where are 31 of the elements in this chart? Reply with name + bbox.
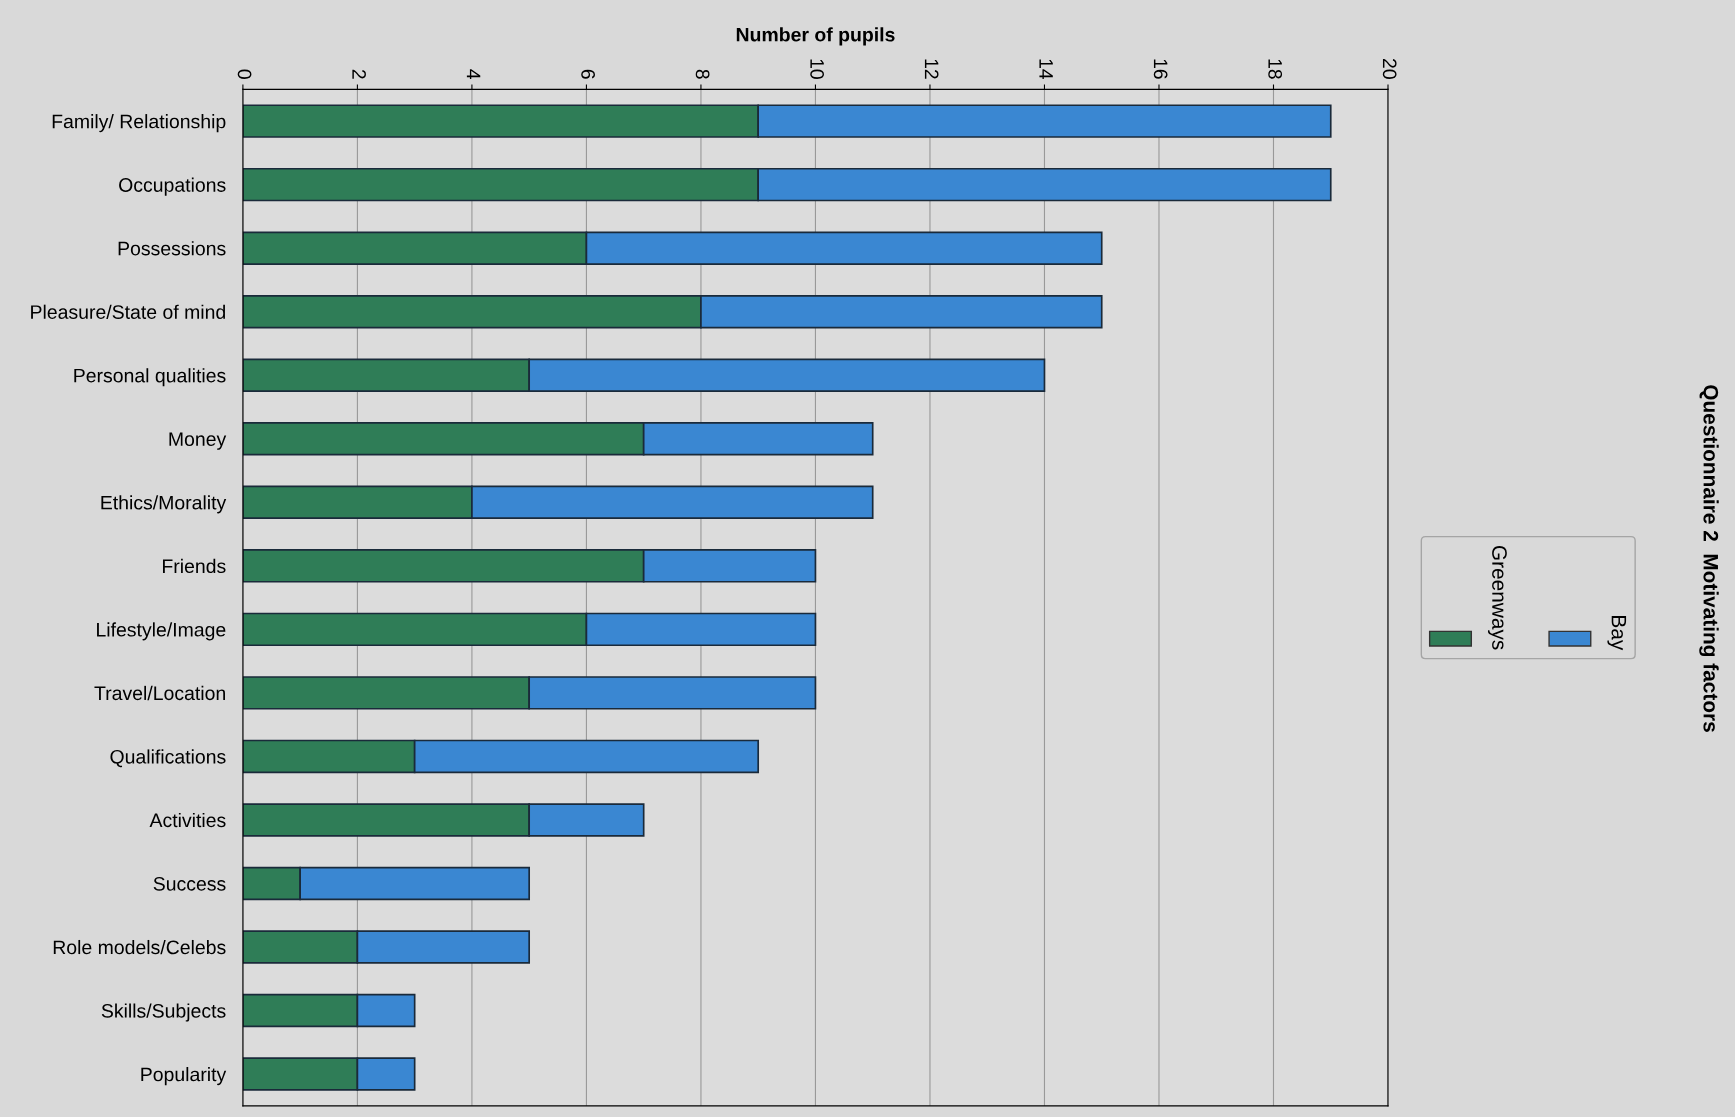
x-axis-title: Number of pupils bbox=[736, 27, 895, 46]
y-tick-label: Lifestyle/Image bbox=[97, 622, 226, 641]
x-tick-label: 8 bbox=[695, 69, 710, 79]
x-tick-label: 10 bbox=[810, 59, 824, 79]
y-tick-label: Friends bbox=[163, 558, 226, 574]
x-tick-label: 6 bbox=[581, 69, 595, 79]
y-tick-label: Possessions bbox=[118, 241, 226, 256]
x-tick-label: 2 bbox=[352, 69, 366, 79]
y-tick-label: Family/ Relationship bbox=[52, 114, 226, 133]
y-tick-label: Success bbox=[153, 876, 226, 891]
y-tick-label: Money bbox=[169, 432, 227, 450]
y-tick-label: Role models/Celebs bbox=[53, 939, 226, 955]
y-tick-label: Skills/Subjects bbox=[101, 1003, 226, 1022]
y-tick-label: Occupations bbox=[119, 177, 226, 196]
x-tick-label: 16 bbox=[1153, 59, 1168, 79]
text: Greenways bbox=[1487, 545, 1507, 650]
y-tick-label: Pleasure/State of mind bbox=[31, 304, 225, 319]
x-tick-label: 4 bbox=[466, 69, 481, 80]
y-tick-label: Qualifications bbox=[110, 749, 226, 768]
x-tick-label: 18 bbox=[1268, 59, 1283, 79]
y-tick-label: Personal qualities bbox=[74, 368, 226, 387]
text: Questionnaire 2 Motivating factors bbox=[1699, 385, 1719, 732]
y-tick-label: Activities bbox=[149, 812, 226, 828]
y-tick-label: Travel/Location bbox=[94, 685, 225, 701]
x-tick-label: 12 bbox=[924, 59, 939, 79]
x-tick-label: 14 bbox=[1039, 59, 1053, 80]
legend-label: Bay bbox=[1607, 616, 1627, 651]
x-tick-label: 0 bbox=[237, 69, 252, 79]
y-tick-label: Ethics/Morality bbox=[101, 495, 227, 514]
x-tick-label: 20 bbox=[1382, 58, 1397, 79]
y-tick-label: Popularity bbox=[141, 1067, 227, 1086]
